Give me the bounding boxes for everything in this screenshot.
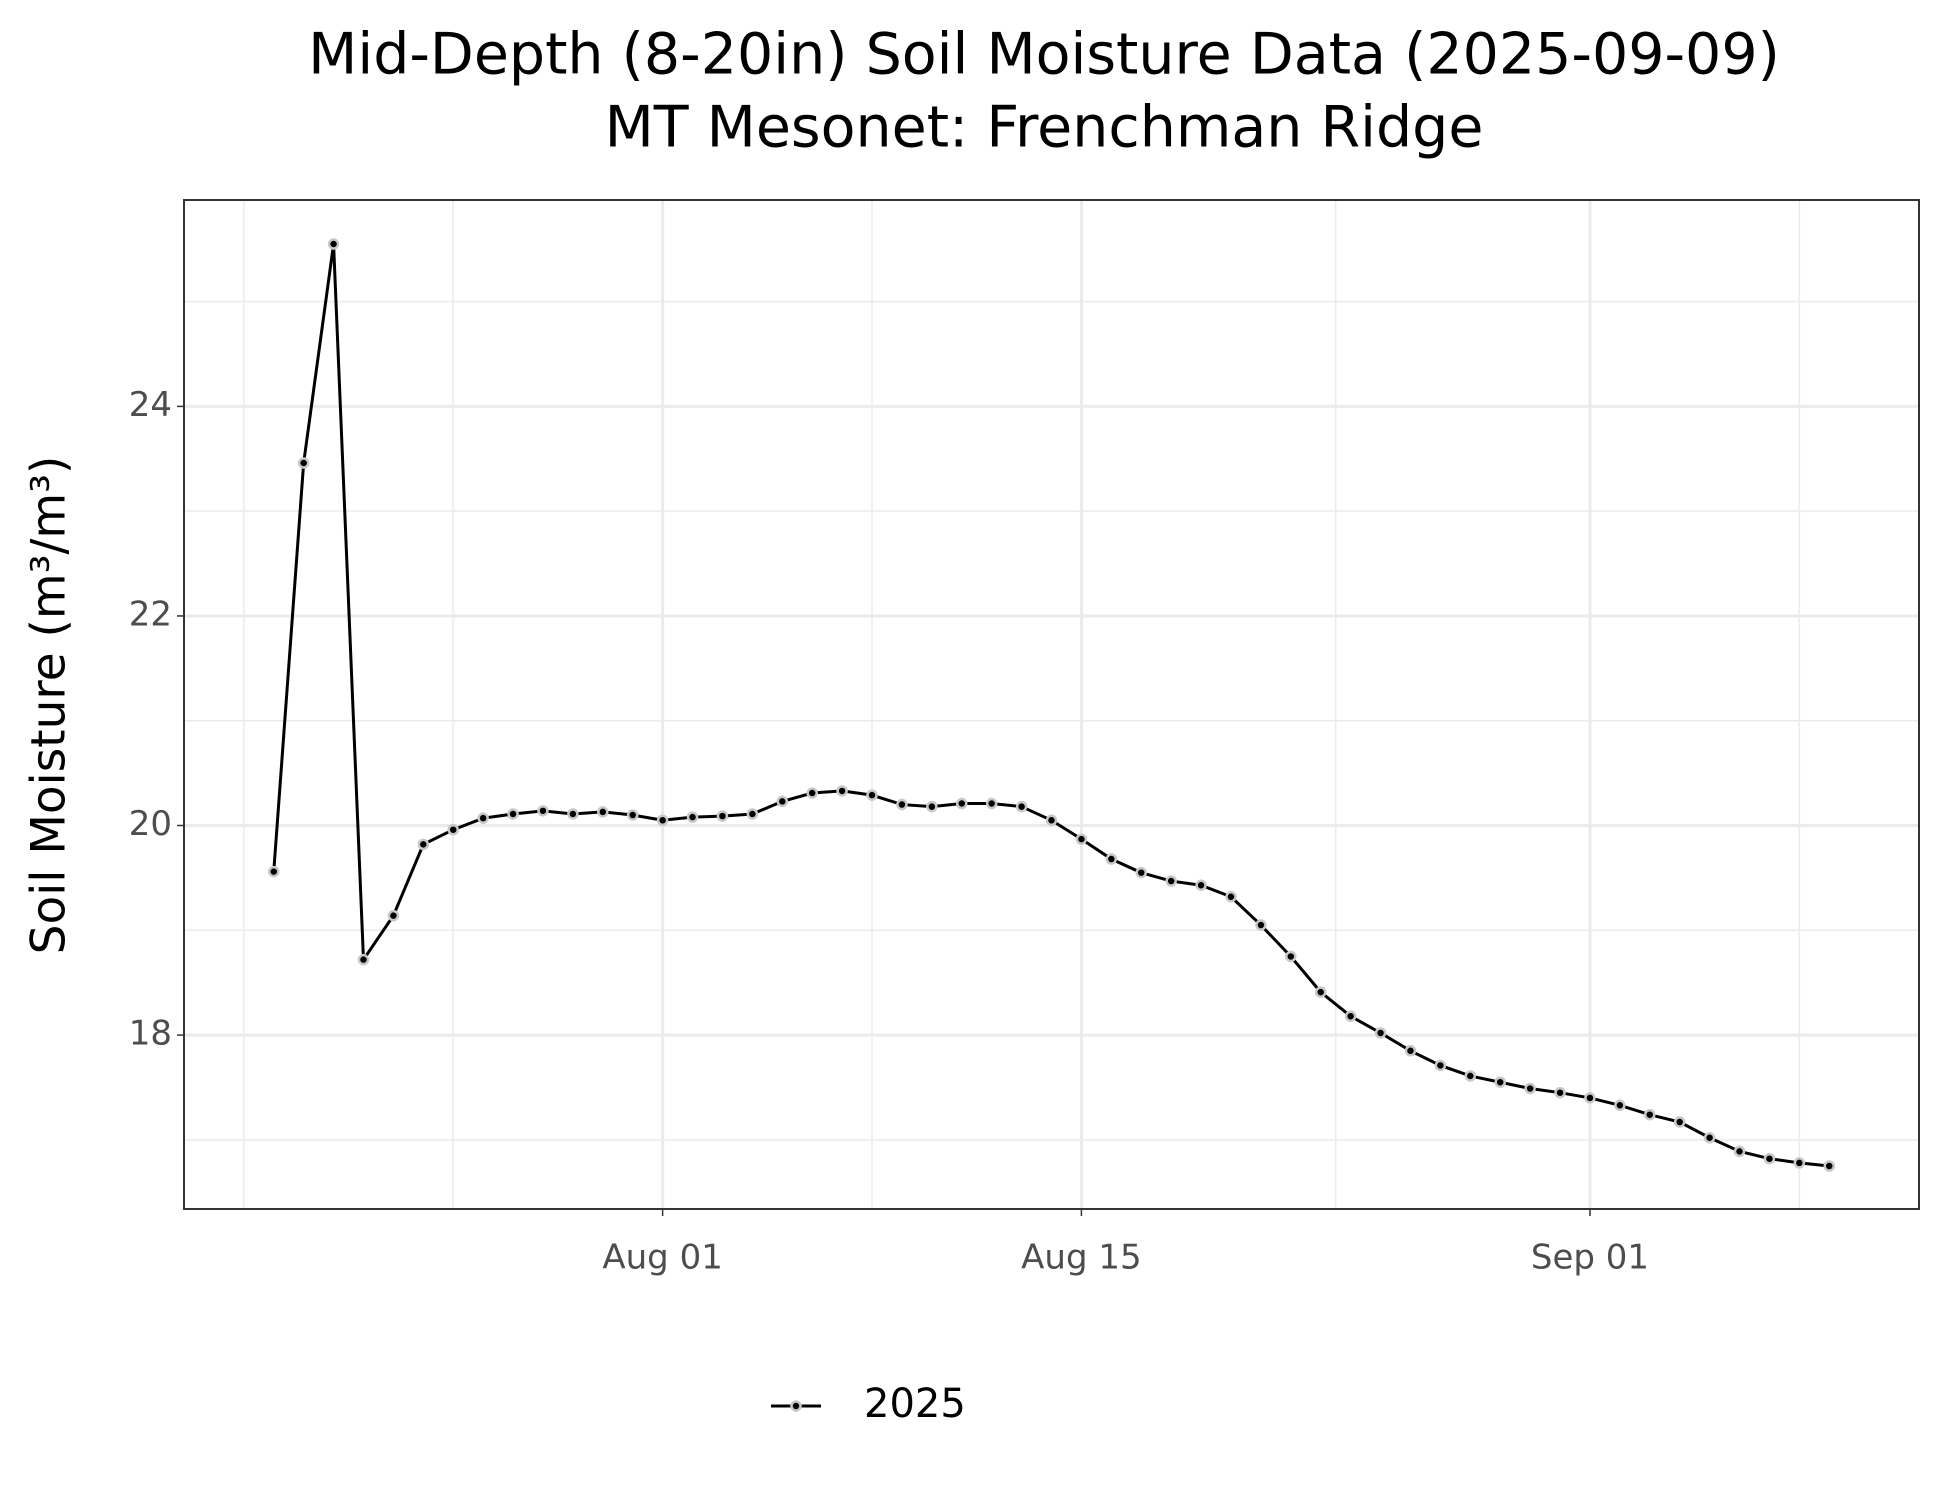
- data-point: [417, 838, 430, 851]
- data-point: [956, 797, 968, 810]
- data-point: [806, 787, 818, 799]
- data-point: [1554, 1086, 1566, 1099]
- data-point: [1344, 1010, 1357, 1022]
- y-tick-label: 18: [129, 1014, 172, 1054]
- legend-label: 2025: [864, 1381, 966, 1427]
- data-point: [1793, 1157, 1806, 1169]
- data-point: [836, 785, 848, 797]
- data-point: [1135, 866, 1147, 879]
- y-axis-title: Soil Moisture (m³/m³): [22, 456, 77, 955]
- data-point: [1614, 1099, 1626, 1112]
- data-point: [1105, 853, 1118, 865]
- data-point: [1015, 800, 1028, 813]
- data-point: [1673, 1116, 1686, 1128]
- y-tick-label: 24: [129, 385, 172, 425]
- data-point: [1644, 1108, 1656, 1121]
- data-point: [1314, 986, 1327, 998]
- x-tick-label: Aug 01: [602, 1238, 722, 1278]
- x-tick-label: Sep 01: [1531, 1238, 1649, 1278]
- data-point: [597, 806, 609, 818]
- data-point: [1045, 814, 1058, 827]
- data-point: [716, 810, 729, 822]
- x-tick-label: Aug 15: [1021, 1238, 1141, 1278]
- data-point: [1404, 1045, 1417, 1057]
- data-point: [1494, 1076, 1506, 1088]
- data-point: [926, 800, 938, 813]
- chart-title: Mid-Depth (8-20in) Soil Moisture Data (2…: [308, 22, 1780, 88]
- data-point: [1464, 1070, 1477, 1082]
- data-point: [357, 953, 370, 966]
- data-point: [776, 795, 789, 808]
- y-tick-label: 20: [129, 804, 172, 844]
- data-point: [1584, 1092, 1596, 1104]
- data-point: [327, 238, 340, 250]
- data-point: [297, 457, 310, 469]
- data-point: [626, 809, 639, 821]
- data-point: [1285, 950, 1297, 963]
- data-point: [866, 789, 878, 801]
- data-point: [1374, 1027, 1387, 1039]
- data-point: [1165, 875, 1177, 887]
- data-point: [746, 808, 759, 820]
- data-point: [985, 797, 998, 810]
- chart-subtitle: MT Mesonet: Frenchman Ridge: [605, 95, 1484, 161]
- data-point: [1225, 891, 1237, 903]
- data-point: [1195, 879, 1207, 891]
- data-point: [507, 808, 519, 820]
- data-point: [1255, 919, 1267, 931]
- data-point: [537, 805, 549, 817]
- data-point: [567, 808, 579, 820]
- data-point: [686, 811, 699, 823]
- data-point: [1524, 1082, 1536, 1095]
- data-point: [1703, 1132, 1716, 1144]
- data-point: [656, 814, 669, 827]
- data-point: [1733, 1145, 1746, 1158]
- data-point: [896, 798, 908, 811]
- data-point: [477, 812, 489, 824]
- data-point: [267, 865, 280, 878]
- plot-border: [183, 199, 1920, 1210]
- data-point: [387, 909, 400, 922]
- data-point: [1434, 1059, 1447, 1072]
- data-point: [1823, 1160, 1836, 1172]
- data-point: [1763, 1152, 1776, 1165]
- legend-point: [790, 1400, 802, 1412]
- data-point: [447, 823, 459, 836]
- data-point: [1075, 833, 1088, 845]
- y-tick-label: 22: [129, 594, 172, 634]
